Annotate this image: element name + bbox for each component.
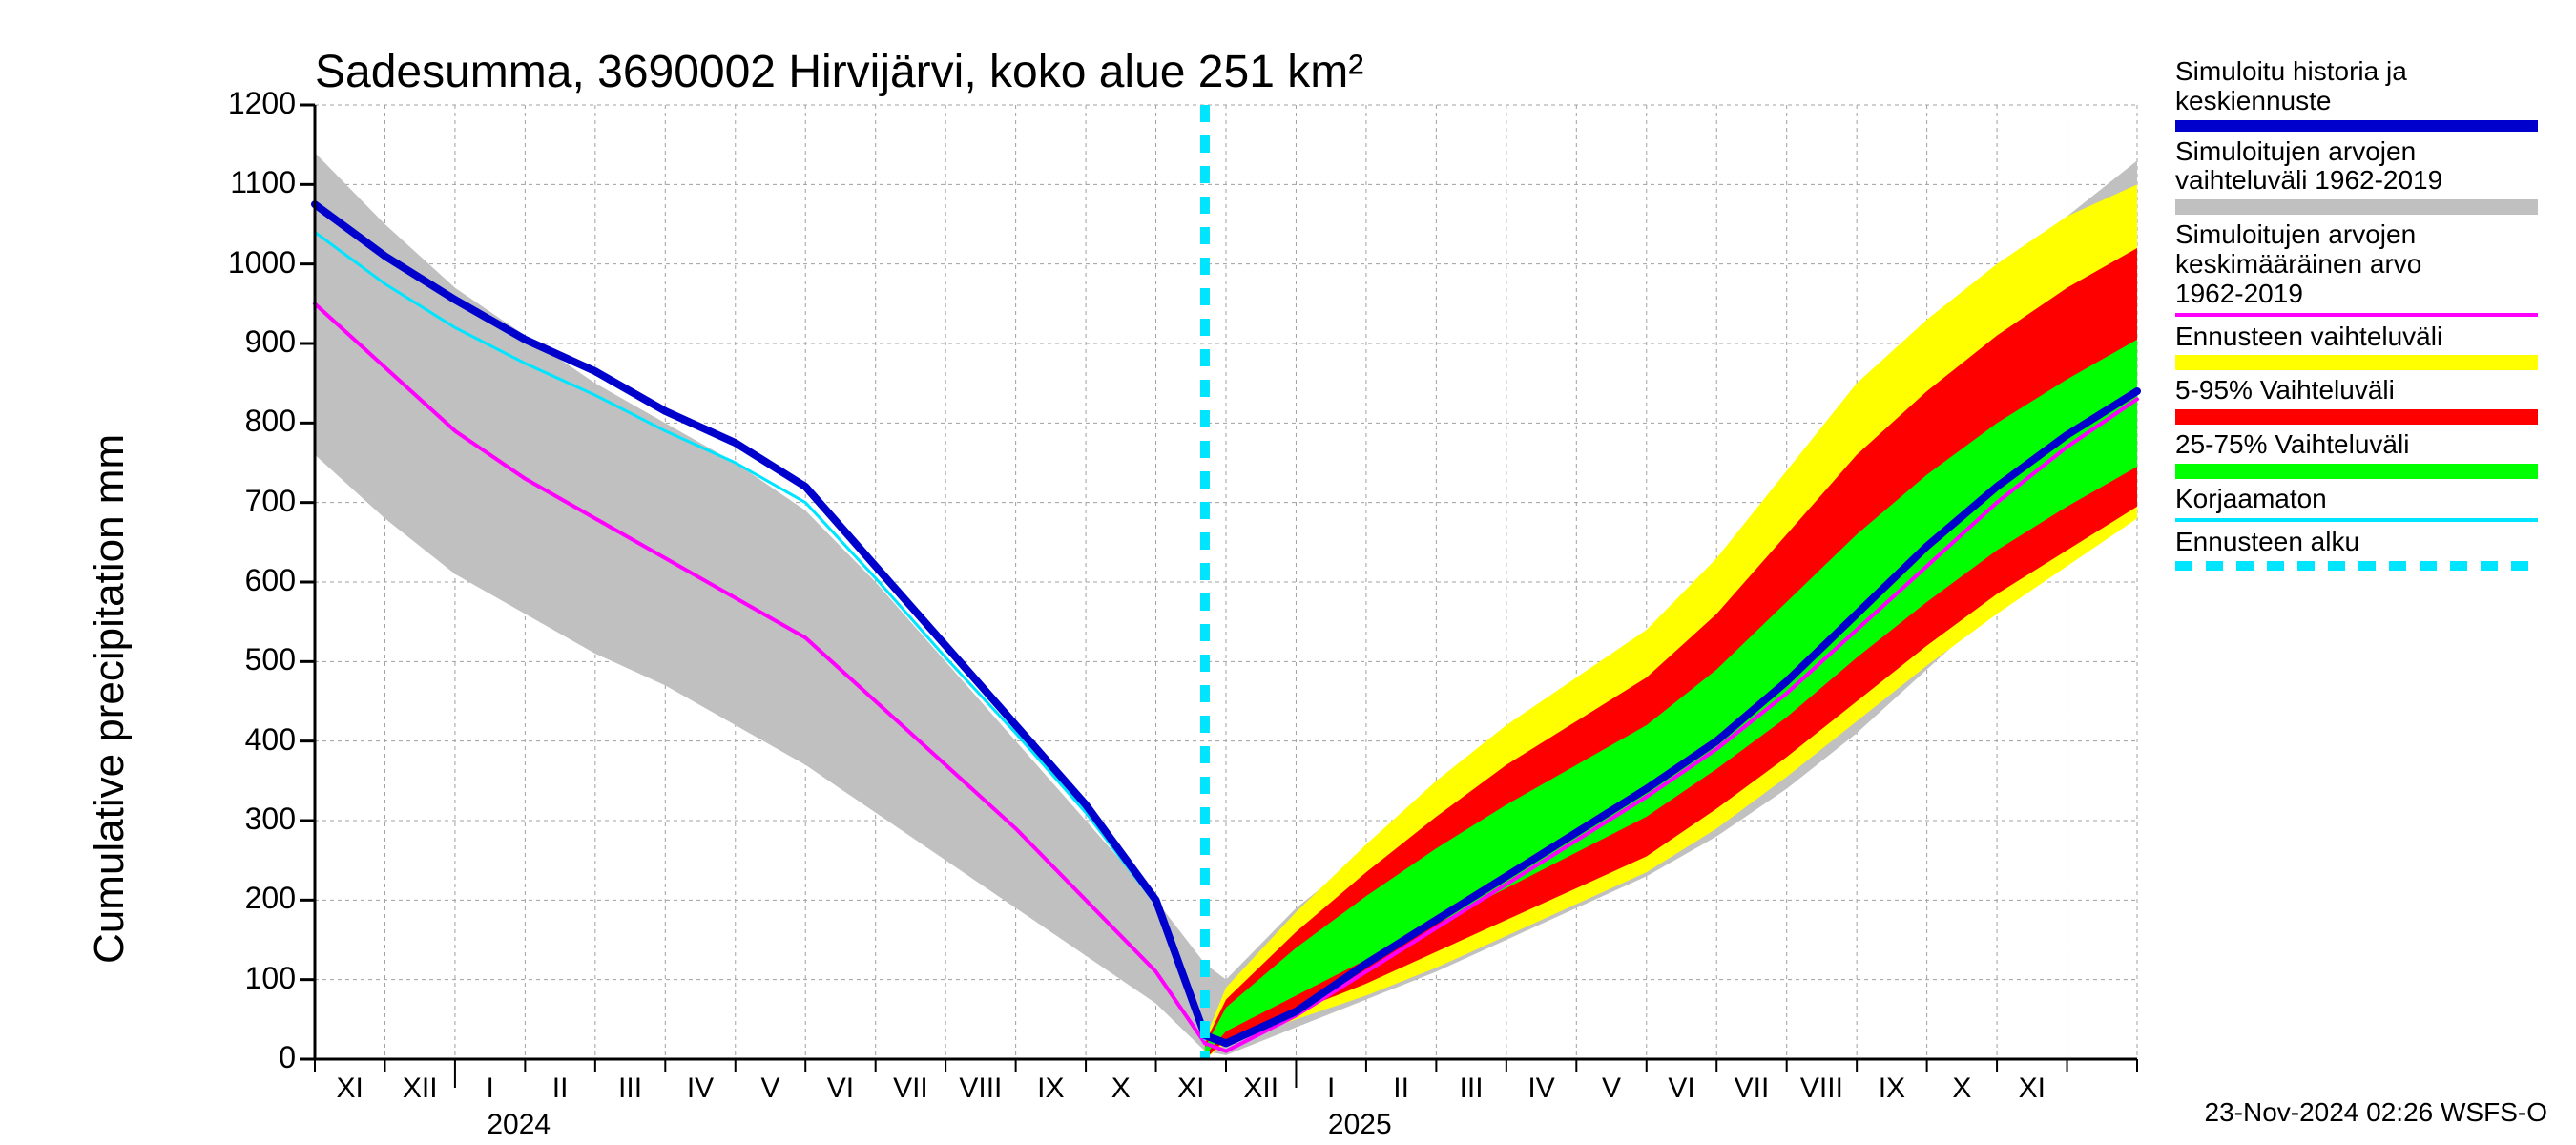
legend-label: Simuloitujen arvojenkeskimääräinen arvo … [2175, 220, 2538, 308]
x-tick-label: III [1438, 1072, 1505, 1105]
legend-swatch [2175, 199, 2538, 215]
x-tick-label: V [737, 1072, 804, 1105]
legend-label: 5-95% Vaihteluväli [2175, 376, 2538, 406]
x-tick-label: X [1088, 1072, 1154, 1105]
x-tick-label: V [1578, 1072, 1645, 1105]
x-tick-label: I [457, 1072, 524, 1105]
legend-swatch [2175, 561, 2538, 571]
chart-container: { "chart": { "type": "line-area", "title… [0, 0, 2576, 1145]
y-tick-label: 1200 [181, 86, 296, 121]
timestamp-footer: 23-Nov-2024 02:26 WSFS-O [2205, 1097, 2548, 1128]
legend-swatch [2175, 518, 2538, 522]
x-tick-label: XI [1157, 1072, 1224, 1105]
legend: Simuloitu historia jakeskiennuste Simuloi… [2175, 57, 2538, 576]
legend-label: Korjaamaton [2175, 485, 2538, 514]
legend-swatch [2175, 464, 2538, 479]
x-tick-label: I [1298, 1072, 1364, 1105]
legend-entry: Korjaamaton [2175, 485, 2538, 522]
x-tick-label: IX [1859, 1072, 1925, 1105]
legend-swatch [2175, 120, 2538, 132]
x-tick-label: II [1368, 1072, 1435, 1105]
legend-entry: Simuloitujen arvojenvaihteluväli 1962-20… [2175, 137, 2538, 216]
legend-label: Simuloitujen arvojenvaihteluväli 1962-20… [2175, 137, 2538, 197]
y-tick-label: 800 [181, 404, 296, 439]
x-tick-label: XI [1999, 1072, 2066, 1105]
y-tick-label: 200 [181, 881, 296, 916]
legend-label: 25-75% Vaihteluväli [2175, 430, 2538, 460]
y-tick-label: 1100 [181, 165, 296, 200]
legend-entry: 5-95% Vaihteluväli [2175, 376, 2538, 425]
y-tick-label: 300 [181, 802, 296, 837]
legend-entry: Simuloitu historia jakeskiennuste [2175, 57, 2538, 132]
y-tick-label: 100 [181, 961, 296, 996]
x-tick-label: XII [1228, 1072, 1295, 1105]
legend-entry: Ennusteen alku [2175, 528, 2538, 571]
legend-swatch [2175, 409, 2538, 425]
legend-label: Ennusteen alku [2175, 528, 2538, 557]
legend-entry: 25-75% Vaihteluväli [2175, 430, 2538, 479]
x-year-label: 2025 [1328, 1109, 1392, 1141]
chart-title: Sadesumma, 3690002 Hirvijärvi, koko alue… [315, 46, 1363, 98]
y-tick-label: 400 [181, 722, 296, 758]
y-tick-label: 1000 [181, 245, 296, 281]
x-tick-label: XI [317, 1072, 384, 1105]
y-axis-title: Cumulative precipitation mm [86, 434, 134, 964]
x-tick-label: VII [877, 1072, 944, 1105]
legend-entry: Simuloitujen arvojenkeskimääräinen arvo … [2175, 220, 2538, 316]
y-tick-label: 0 [181, 1040, 296, 1075]
x-tick-label: X [1928, 1072, 1995, 1105]
x-tick-label: IX [1017, 1072, 1084, 1105]
x-tick-label: III [597, 1072, 664, 1105]
x-tick-label: VI [807, 1072, 874, 1105]
x-tick-label: VIII [947, 1072, 1014, 1105]
y-tick-label: 600 [181, 563, 296, 598]
x-tick-label: IV [667, 1072, 734, 1105]
x-year-label: 2024 [487, 1109, 551, 1141]
legend-swatch [2175, 355, 2538, 370]
x-tick-label: XII [386, 1072, 453, 1105]
x-tick-label: VI [1649, 1072, 1715, 1105]
x-tick-label: VIII [1788, 1072, 1855, 1105]
y-tick-label: 500 [181, 642, 296, 677]
x-tick-label: IV [1508, 1072, 1575, 1105]
legend-label: Simuloitu historia jakeskiennuste [2175, 57, 2538, 116]
x-tick-label: VII [1718, 1072, 1785, 1105]
legend-entry: Ennusteen vaihteluväli [2175, 323, 2538, 371]
x-tick-label: II [527, 1072, 593, 1105]
legend-swatch [2175, 313, 2538, 317]
y-tick-label: 900 [181, 324, 296, 360]
y-tick-label: 700 [181, 484, 296, 519]
legend-label: Ennusteen vaihteluväli [2175, 323, 2538, 352]
